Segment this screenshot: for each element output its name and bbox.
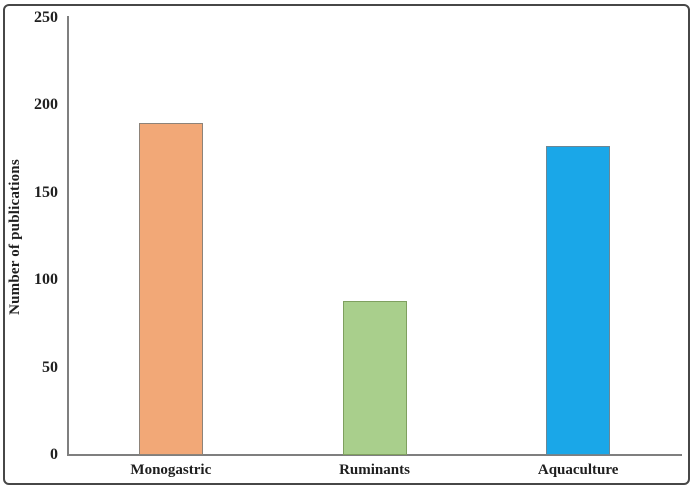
- bar-aquaculture: [546, 145, 611, 455]
- x-category-label-aquaculture: Aquaculture: [537, 462, 619, 478]
- y-axis-line: [67, 16, 69, 456]
- y-tick-label: 250: [34, 9, 58, 26]
- y-tick-label: 150: [34, 183, 58, 201]
- x-category-label-monogastric: Monogastric: [130, 462, 212, 478]
- y-axis-title: Number of publications: [7, 159, 23, 315]
- x-axis-line: [67, 454, 682, 456]
- bar-monogastric: [138, 122, 203, 455]
- x-category-label-ruminants: Ruminants: [339, 462, 410, 478]
- y-tick-label: 200: [34, 96, 58, 114]
- y-tick-label: 100: [34, 271, 58, 289]
- bar-ruminants: [342, 301, 407, 455]
- y-tick-label: 0: [50, 446, 58, 463]
- y-tick-label: 50: [42, 358, 58, 376]
